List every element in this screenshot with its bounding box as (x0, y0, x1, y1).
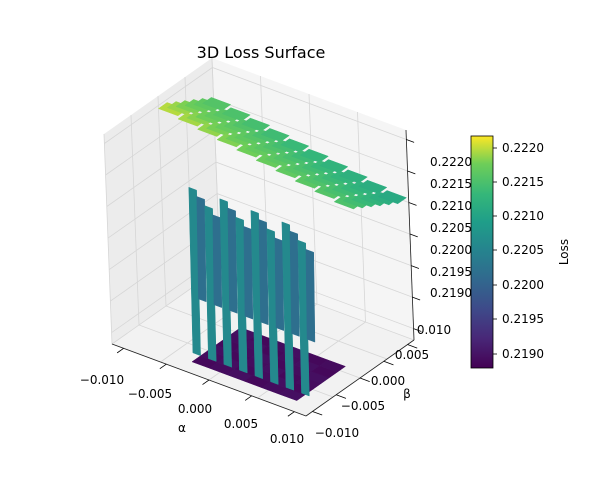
z-tick-label: 0.2220 (430, 155, 472, 169)
surface-wall-strip (274, 237, 285, 331)
surface-wall-strip (196, 196, 207, 303)
z-tick (411, 265, 420, 269)
z-axis-tick-labels: 0.2190 0.2195 0.2200 0.2205 0.2210 0.221… (430, 155, 472, 300)
surface-plateau-cell (358, 179, 388, 194)
surface-plateau-cell (260, 128, 290, 142)
y-tick-label: −0.005 (341, 399, 385, 413)
x-tick-label: 0.000 (178, 402, 212, 416)
surface-plateau-cell (221, 107, 251, 122)
grid-line (108, 193, 412, 270)
z-axis-line (405, 129, 415, 341)
z-tick-label: 0.2195 (430, 265, 472, 279)
z-tick (406, 139, 415, 143)
y-tick (359, 377, 370, 382)
surface-wall-strip (305, 249, 316, 343)
y-tick (312, 411, 323, 416)
x-axis-tick-labels: −0.010 −0.005 0.000 0.005 0.010 (80, 373, 304, 446)
x-tick (287, 411, 295, 417)
y-tick-label: 0.005 (395, 348, 429, 362)
z-tick (413, 328, 422, 332)
x-tick-label: −0.005 (128, 387, 172, 401)
colorbar-label: Loss (557, 239, 571, 265)
z-tick (409, 233, 418, 238)
x-axis-label: α (178, 421, 186, 435)
loss-surface (157, 97, 407, 401)
colorbar-tick-label: 0.2210 (502, 209, 544, 223)
axes-ticks (116, 139, 422, 417)
y-tick (336, 394, 347, 399)
colorbar-tick-label: 0.2205 (502, 243, 544, 257)
z-tick (407, 170, 416, 175)
surface-wall-strip (258, 219, 269, 326)
y-tick-label: 0.000 (371, 374, 405, 388)
y-axis-tick-labels: −0.010 −0.005 0.000 0.005 0.010 (315, 323, 451, 440)
colorbar: 0.2190 0.2195 0.2200 0.2205 0.2210 0.221… (470, 135, 571, 369)
grid-line (107, 161, 411, 239)
surface-wall-strip (243, 226, 254, 320)
surface-floor-cell (319, 359, 346, 373)
surface-wall-strip (289, 230, 300, 337)
z-tick (412, 296, 421, 301)
colorbar-gradient (470, 135, 494, 369)
x-tick-label: 0.005 (224, 417, 258, 431)
surface-wall-strip (212, 214, 223, 308)
chart-title: 3D Loss Surface (197, 43, 326, 62)
surface-plateau-cell (377, 190, 407, 205)
z-tick-label: 0.2190 (430, 286, 472, 300)
colorbar-tick-label: 0.2220 (502, 141, 544, 155)
z-tick-label: 0.2200 (430, 243, 472, 257)
colorbar-tick-label: 0.2190 (502, 347, 544, 361)
surface-wall-strip (227, 207, 238, 314)
x-tick-label: 0.010 (270, 432, 304, 446)
surface-plateau-cell (280, 138, 310, 153)
y-tick (383, 360, 394, 366)
y-tick-label: 0.010 (417, 323, 451, 337)
y-axis-label: β (403, 387, 411, 401)
x-tick-label: −0.010 (80, 373, 124, 387)
surface-plateau-cell (299, 148, 329, 163)
z-tick (408, 202, 417, 206)
surface-plateau-cell (202, 97, 232, 111)
y-tick-label: −0.010 (315, 426, 359, 440)
surface-wall-strip (188, 186, 201, 357)
surface-wall-strip (281, 221, 295, 391)
grid-line (104, 67, 407, 144)
z-tick-label: 0.2215 (430, 177, 472, 191)
x-tick (244, 395, 252, 401)
z-tick-label: 0.2210 (430, 199, 472, 213)
colorbar-tick-label: 0.2195 (502, 312, 544, 326)
colorbar-tick-label: 0.2200 (502, 278, 544, 292)
z-tick-label: 0.2205 (430, 221, 472, 235)
x-tick (159, 363, 167, 370)
y-tick (407, 344, 418, 349)
surface-plateau-cell (241, 117, 271, 132)
x-tick (202, 379, 210, 385)
colorbar-ticks (493, 147, 497, 355)
surface-wall-strip (219, 198, 232, 368)
surface-wall-strip (250, 210, 263, 380)
x-tick (116, 347, 124, 354)
surface-plateau-cell (338, 169, 368, 184)
colorbar-tick-label: 0.2215 (502, 175, 544, 189)
surface-plateau-cell (319, 159, 349, 174)
